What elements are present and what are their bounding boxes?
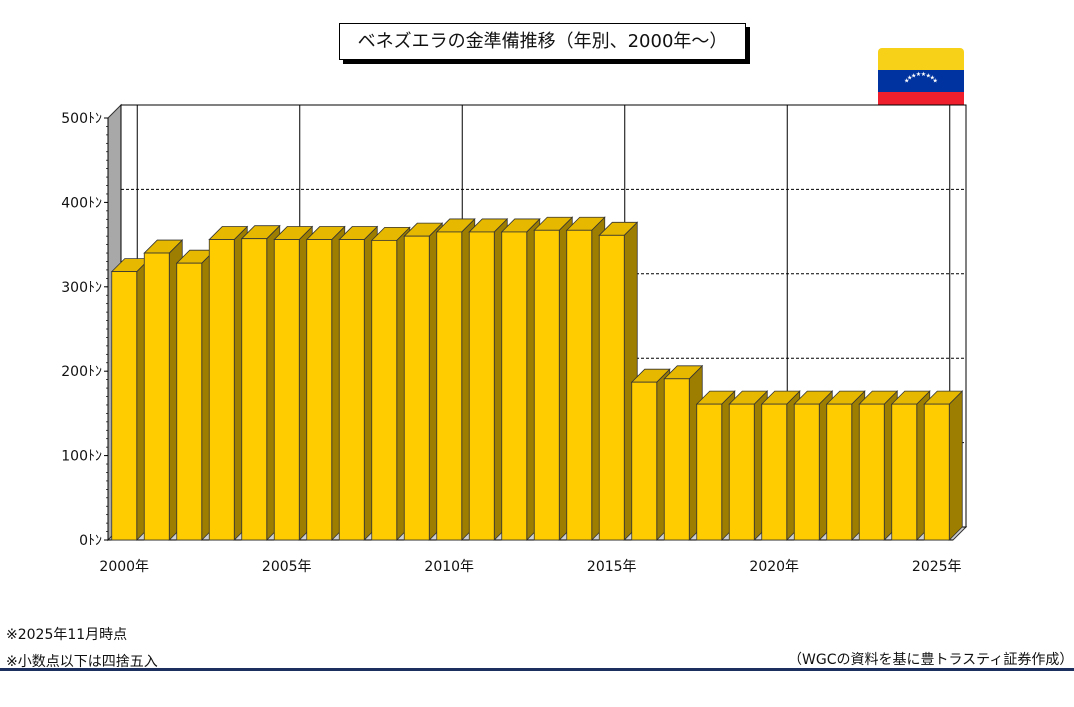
x-tick-label: 2010年 bbox=[424, 559, 474, 575]
flag-star: ★ bbox=[916, 71, 921, 78]
bar bbox=[631, 381, 658, 541]
source-note: （WGCの資料を基に豊トラスティ証券作成） bbox=[788, 652, 1074, 668]
bar-side bbox=[948, 390, 963, 541]
flag-star: ★ bbox=[926, 72, 931, 79]
y-tick-label: 500ﾄﾝ bbox=[61, 111, 102, 127]
bar bbox=[696, 403, 723, 541]
bar-chart: 0ﾄﾝ 100ﾄﾝ 200ﾄﾝ 300ﾄﾝ 400ﾄﾝ 500ﾄﾝ 2000年 2005年 20… bbox=[61, 103, 968, 575]
y-tick-label: 400ﾄﾝ bbox=[61, 195, 102, 211]
flag-star: ★ bbox=[921, 71, 926, 78]
bar bbox=[208, 239, 235, 541]
bar bbox=[468, 231, 495, 541]
flag-stars-icon: ★★★ ★ ★ ★★★ bbox=[904, 71, 938, 85]
bar bbox=[306, 239, 333, 541]
bar bbox=[111, 271, 138, 541]
flag-star: ★ bbox=[904, 78, 909, 85]
bar bbox=[891, 403, 918, 541]
y-tick-label: 0ﾄﾝ bbox=[79, 533, 102, 549]
y-tick-label: 300ﾄﾝ bbox=[61, 280, 102, 296]
bar bbox=[533, 229, 560, 541]
bar bbox=[858, 403, 885, 541]
bar bbox=[501, 231, 528, 541]
x-tick-label: 2005年 bbox=[262, 559, 312, 575]
x-tick-label: 2000年 bbox=[99, 559, 149, 575]
footer-rule bbox=[0, 668, 1074, 671]
flag-star: ★ bbox=[911, 72, 916, 79]
bar bbox=[143, 252, 170, 541]
bar bbox=[241, 238, 268, 541]
bar bbox=[436, 231, 463, 541]
bar bbox=[598, 234, 625, 541]
flag-star: ★ bbox=[933, 78, 938, 85]
flag-band-blue: ★ ★ ★ ★ ★ ★ ★ ★ bbox=[878, 70, 964, 92]
note-rounding: ※小数点以下は四捨五入 bbox=[6, 654, 158, 670]
y-tick-label: 100ﾄﾝ bbox=[61, 449, 102, 465]
y-tick-label: 200ﾄﾝ bbox=[61, 364, 102, 380]
bar bbox=[403, 235, 430, 541]
bar bbox=[663, 378, 690, 541]
bar bbox=[273, 239, 300, 541]
bar bbox=[826, 403, 853, 541]
bar bbox=[761, 403, 788, 541]
flag-star: ★ bbox=[930, 75, 935, 82]
chart-title: ベネズエラの金準備推移（年別、2000年～） bbox=[339, 23, 746, 60]
flag-star: ★ bbox=[907, 75, 912, 82]
bar bbox=[338, 239, 365, 541]
bar bbox=[176, 262, 203, 541]
note-as-of: ※2025年11月時点 bbox=[6, 627, 128, 643]
bar bbox=[793, 403, 820, 541]
flag-band-yellow bbox=[878, 48, 964, 70]
bar bbox=[371, 239, 398, 541]
bar bbox=[923, 403, 950, 541]
x-tick-label: 2020年 bbox=[749, 559, 799, 575]
x-tick-label: 2015年 bbox=[587, 559, 637, 575]
x-tick-label: 2025年 bbox=[912, 559, 962, 575]
bar bbox=[566, 229, 593, 541]
bar bbox=[728, 403, 755, 541]
